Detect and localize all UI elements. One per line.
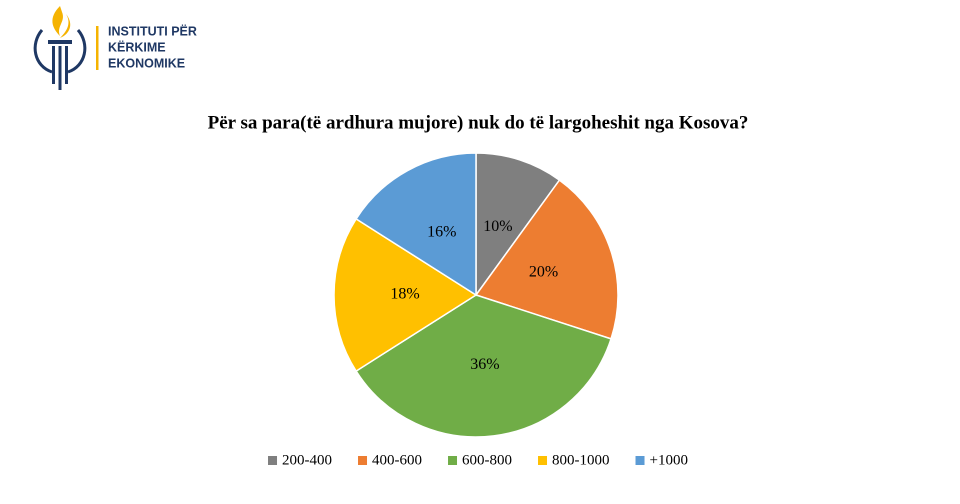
pie-slice bbox=[474, 179, 619, 340]
data-label: 20% bbox=[529, 264, 558, 281]
data-label: 10% bbox=[483, 218, 512, 235]
pie-slice bbox=[355, 152, 477, 297]
logo-icon bbox=[33, 6, 87, 90]
legend-label: 800-1000 bbox=[552, 452, 610, 468]
data-label: 16% bbox=[427, 223, 456, 240]
legend-swatch bbox=[268, 456, 278, 465]
data-label: 18% bbox=[390, 286, 419, 303]
legend-label: 200-400 bbox=[282, 452, 332, 468]
legend-label: 600-800 bbox=[462, 452, 512, 468]
pie-slice bbox=[355, 294, 612, 438]
legend-swatch bbox=[448, 456, 458, 465]
legend-label: +1000 bbox=[650, 452, 688, 468]
logo-text: INSTITUTI PËR bbox=[108, 23, 197, 38]
legend-swatch bbox=[538, 456, 548, 465]
legend: 200-400 400-600 600-800 800-1000 +1000 bbox=[268, 452, 688, 468]
data-label: 36% bbox=[470, 356, 499, 373]
pie-slice bbox=[475, 152, 561, 298]
logo-text: EKONOMIKE bbox=[108, 56, 185, 70]
pie: 10% 20% 36% 18% 16% bbox=[333, 152, 619, 438]
legend-label: 400-600 bbox=[372, 452, 422, 468]
logo-text: KËRKIME bbox=[108, 39, 166, 54]
legend-swatch bbox=[635, 456, 645, 465]
logo-divider bbox=[96, 26, 99, 70]
chart-title: Për sa para(të ardhura mujore) nuk do të… bbox=[208, 112, 749, 133]
pie-slice bbox=[333, 217, 478, 373]
legend-swatch bbox=[358, 456, 368, 465]
